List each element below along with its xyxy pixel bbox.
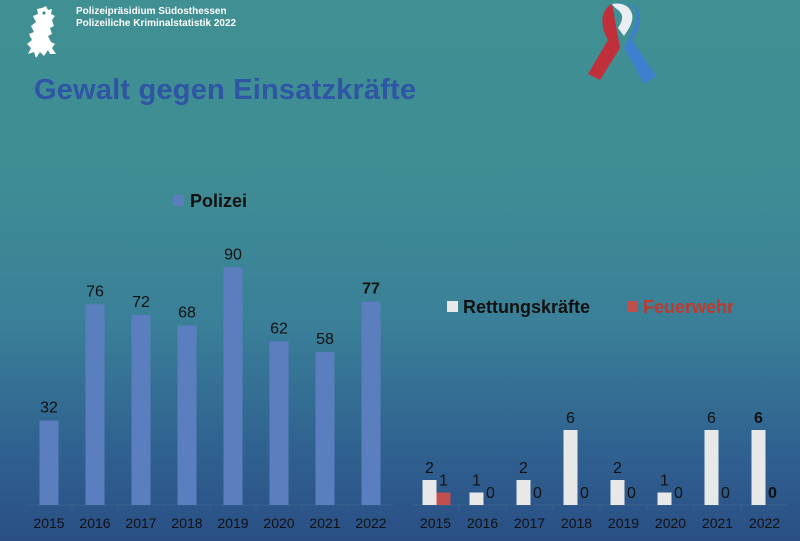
data-label-feuerwehr-2021: 0	[721, 485, 730, 502]
bar-polizei-2019	[223, 267, 243, 505]
data-label-feuerwehr-2022: 0	[768, 485, 777, 502]
bar-rettung-2018	[563, 430, 578, 505]
bar-rettung-2016	[469, 492, 484, 505]
data-label-rettung-2016: 1	[472, 473, 481, 490]
data-label-polizei-2020: 62	[270, 320, 288, 337]
data-label-polizei-2016: 76	[86, 283, 104, 300]
bar-polizei-2020	[269, 341, 289, 505]
legend-swatch-rettung	[447, 301, 458, 312]
tick-label-left-2021: 2021	[309, 515, 340, 531]
bar-polizei-2021	[315, 351, 335, 505]
data-label-feuerwehr-2020: 0	[674, 485, 683, 502]
tick-label-left-2018: 2018	[171, 515, 202, 531]
legend-swatch-feuerwehr	[627, 301, 638, 312]
bar-polizei-2016	[85, 304, 105, 505]
tick-label-left-2016: 2016	[79, 515, 110, 531]
data-label-polizei-2017: 72	[132, 294, 150, 311]
tick-label-right-2017: 2017	[514, 515, 545, 531]
bar-polizei-2018	[177, 325, 197, 505]
bar-feuerwehr-2015	[436, 492, 451, 505]
bar-polizei-2022	[361, 301, 381, 505]
data-label-polizei-2019: 90	[224, 246, 242, 263]
data-label-polizei-2021: 58	[316, 331, 334, 348]
data-label-polizei-2015: 32	[40, 400, 58, 417]
data-label-rettung-2018: 6	[566, 410, 575, 427]
data-label-rettung-2017: 2	[519, 460, 528, 477]
tick-label-right-2015: 2015	[420, 515, 451, 531]
legend-label-rettung: Rettungskräfte	[463, 297, 590, 317]
data-label-rettung-2015: 2	[425, 460, 434, 477]
bar-rettung-2019	[610, 480, 625, 505]
tick-label-right-2022: 2022	[749, 515, 780, 531]
blue-red-ribbon-icon	[588, 2, 656, 84]
hessen-lion-icon	[27, 6, 56, 58]
legend-swatch-polizei	[173, 195, 184, 206]
tick-label-right-2021: 2021	[702, 515, 733, 531]
page-title: Gewalt gegen Einsatzkräfte	[34, 74, 417, 106]
header-line-2: Polizeiliche Kriminalstatistik 2022	[76, 18, 237, 29]
data-label-feuerwehr-2015: 1	[439, 473, 448, 490]
data-label-feuerwehr-2016: 0	[486, 485, 495, 502]
tick-label-right-2018: 2018	[561, 515, 592, 531]
data-label-feuerwehr-2019: 0	[627, 485, 636, 502]
data-label-polizei-2018: 68	[178, 304, 196, 321]
tick-label-left-2015: 2015	[33, 515, 64, 531]
data-label-feuerwehr-2018: 0	[580, 485, 589, 502]
bar-polizei-2017	[131, 314, 151, 505]
bar-rettung-2017	[516, 480, 531, 505]
data-label-rettung-2019: 2	[613, 460, 622, 477]
tick-label-left-2019: 2019	[217, 515, 248, 531]
tick-label-left-2020: 2020	[263, 515, 294, 531]
data-label-rettung-2021: 6	[707, 410, 716, 427]
bar-rettung-2020	[657, 492, 672, 505]
data-label-polizei-2022: 77	[362, 281, 380, 298]
tick-label-left-2017: 2017	[125, 515, 156, 531]
legend-label-feuerwehr: Feuerwehr	[643, 297, 734, 317]
tick-label-right-2020: 2020	[655, 515, 686, 531]
tick-label-left-2022: 2022	[355, 515, 386, 531]
bar-polizei-2015	[39, 420, 59, 505]
tick-label-right-2016: 2016	[467, 515, 498, 531]
data-label-rettung-2020: 1	[660, 473, 669, 490]
data-label-feuerwehr-2017: 0	[533, 485, 542, 502]
data-label-rettung-2022: 6	[754, 410, 763, 427]
bar-rettung-2015	[422, 480, 437, 505]
legend-label-polizei: Polizei	[190, 191, 247, 211]
bar-rettung-2022	[751, 430, 766, 505]
bar-rettung-2021	[704, 430, 719, 505]
header-line-1: Polizeipräsidium Südosthessen	[76, 6, 227, 17]
tick-label-right-2019: 2019	[608, 515, 639, 531]
